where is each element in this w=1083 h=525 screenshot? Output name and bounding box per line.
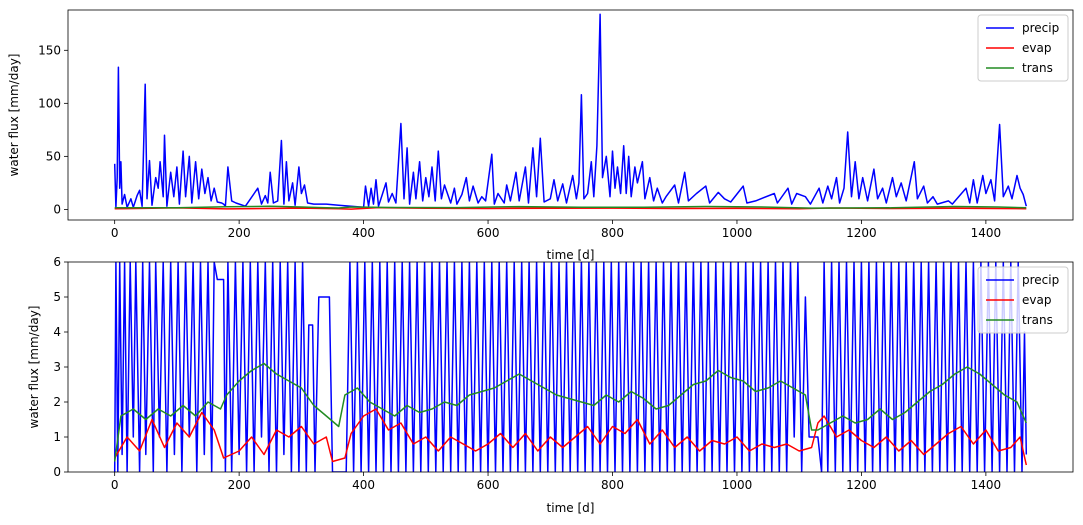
legend-box [977,14,1069,82]
top-panel: 0 200 400 600 800 1000 1200 1400 0 50 100 150 time [… [7,9,1074,262]
x-tick-label: 1000 [722,226,753,240]
x-tick-label: 0 [111,478,119,492]
y-tick-label: 1 [53,430,61,444]
x-tick-label: 1000 [722,478,753,492]
legend-box [977,266,1069,334]
series-line-trans [113,362,1027,462]
series-group [113,262,1028,472]
x-tick-label: 1200 [846,478,877,492]
x-tick-label: 800 [601,478,624,492]
bottom-panel: 0 200 400 600 800 1000 1200 1400 0 1 2 3 4 5 6 time [d]… [27,255,1074,515]
legend: precip evap trans [977,266,1069,334]
y-tick-label: 4 [53,325,61,339]
y-axis-label: water flux [mm/day] [7,54,21,177]
x-tick-label: 1200 [846,226,877,240]
y-tick-label: 5 [53,290,61,304]
series-line-precip [113,13,1028,209]
x-tick-label: 1400 [971,478,1002,492]
x-tick-label: 800 [601,226,624,240]
legend-label-precip: precip [1022,21,1059,35]
legend-label-evap: evap [1022,41,1051,55]
x-tick-label: 600 [477,226,500,240]
legend-label-trans: trans [1022,61,1053,75]
x-tick-label: 1400 [971,226,1002,240]
x-tick-label: 200 [228,478,251,492]
y-tick-label: 6 [53,255,61,269]
x-tick-label: 400 [352,226,375,240]
y-tick-label: 150 [38,43,61,57]
y-tick-label: 2 [53,395,61,409]
legend: precip evap trans [977,14,1069,82]
x-tick-label: 600 [477,478,500,492]
y-axis-label: water flux [mm/day] [27,306,41,429]
legend-label-precip: precip [1022,273,1059,287]
y-tick-label: 50 [46,149,61,163]
y-tick-label: 0 [53,202,61,216]
x-axis-label: time [d] [547,501,595,515]
legend-label-trans: trans [1022,313,1053,327]
axes-frame [67,9,1074,221]
series-line-evap [114,408,1028,466]
x-tick-label: 400 [352,478,375,492]
x-tick-label: 0 [111,226,119,240]
series-line-trans [114,205,1027,209]
y-tick-label: 0 [53,465,61,479]
x-axis-label: time [d] [547,248,595,262]
series-group [113,13,1028,210]
y-tick-label: 3 [53,360,61,374]
y-tick-label: 100 [38,96,61,110]
legend-label-evap: evap [1022,293,1051,307]
x-tick-label: 200 [228,226,251,240]
